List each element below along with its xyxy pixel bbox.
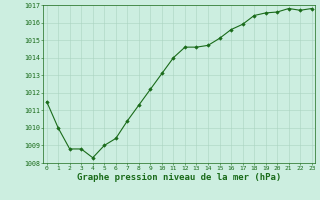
X-axis label: Graphe pression niveau de la mer (hPa): Graphe pression niveau de la mer (hPa): [77, 173, 281, 182]
